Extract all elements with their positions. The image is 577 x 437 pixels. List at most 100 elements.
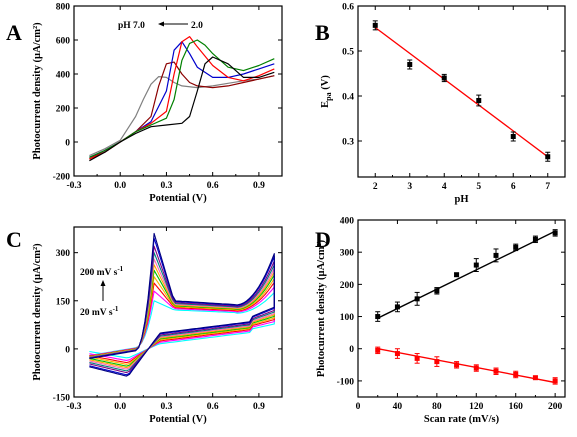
y-tick-label: 0.6 — [342, 3, 354, 13]
x-tick-label: 6 — [511, 182, 516, 192]
annotation-top: 200 mV s-1 — [80, 265, 124, 278]
annotation-bottom: 20 mV s-1 — [80, 305, 119, 318]
series-line-2 — [89, 41, 275, 158]
data-point — [493, 368, 499, 374]
x-tick-label: -0.3 — [66, 181, 81, 191]
y-axis-label: Photocurrent density (µA/cm²) — [32, 22, 43, 160]
data-point — [434, 359, 440, 365]
y-axis-label: Epa (V) — [320, 75, 333, 108]
x-tick-label: 40 — [393, 402, 403, 412]
y-tick-label: 0.3 — [342, 138, 354, 148]
x-tick-label: -0.3 — [66, 402, 81, 412]
y-tick-label: 150 — [56, 297, 71, 307]
data-point — [414, 296, 420, 302]
data-point — [372, 22, 378, 28]
x-tick-label: 0.6 — [207, 181, 219, 191]
data-point — [476, 98, 482, 103]
x-axis-label: Potential (V) — [149, 414, 207, 425]
y-tick-label: 300 — [340, 249, 355, 259]
data-point — [434, 288, 440, 294]
y-tick-label: -200 — [53, 173, 71, 183]
data-point — [375, 347, 381, 353]
fit-line — [374, 27, 549, 158]
fit-line-0 — [377, 230, 556, 319]
scan-curve-10 — [89, 232, 275, 377]
data-point — [414, 355, 420, 361]
annotation-arrow-head — [158, 21, 164, 27]
annotation-arrow-head — [100, 280, 106, 286]
data-point — [493, 252, 499, 258]
x-tick-label: 0.3 — [161, 181, 173, 191]
x-tick-label: 0 — [356, 402, 361, 412]
data-point — [510, 134, 516, 139]
panel-letter-d: D — [315, 227, 331, 252]
y-tick-label: 0.4 — [342, 93, 354, 103]
data-point — [473, 365, 479, 371]
y-tick-label: 100 — [340, 313, 355, 323]
x-tick-label: 0.9 — [253, 402, 265, 412]
x-tick-label: 200 — [548, 402, 563, 412]
series-line-3 — [89, 35, 275, 160]
y-tick-label: -150 — [53, 394, 71, 404]
y-tick-label: 400 — [56, 71, 71, 81]
x-axis-label: Potential (V) — [149, 193, 207, 204]
x-tick-label: 80 — [432, 402, 442, 412]
x-tick-label: 5 — [476, 182, 481, 192]
data-point — [375, 314, 381, 320]
annotation-ph-right: 2.0 — [191, 21, 203, 31]
fit-line-1 — [377, 348, 556, 384]
x-axis-label: pH — [454, 194, 468, 205]
data-point — [454, 272, 460, 278]
data-point — [552, 378, 558, 384]
data-point — [407, 62, 413, 67]
y-tick-label: 400 — [340, 217, 355, 227]
x-tick-label: 0.3 — [161, 402, 173, 412]
x-tick-label: 0.0 — [114, 402, 126, 412]
y-tick-label: 0 — [349, 345, 354, 355]
panel-letter-c: C — [6, 227, 22, 252]
y-tick-label: 0.5 — [342, 48, 354, 58]
y-tick-label: -100 — [337, 377, 355, 387]
x-axis-label: Scan rate (mV/s) — [424, 414, 500, 425]
data-point — [513, 371, 519, 377]
plot-frame — [357, 219, 566, 398]
data-point — [545, 154, 551, 160]
scan-curve-4 — [89, 269, 275, 367]
x-tick-label: 7 — [545, 182, 550, 192]
series-line-0 — [89, 75, 275, 157]
data-point — [454, 362, 460, 368]
annotation-ph-left: pH 7.0 — [118, 21, 145, 31]
panel-letter-b: B — [315, 20, 330, 45]
x-tick-label: 4 — [442, 182, 447, 192]
y-tick-label: 200 — [56, 105, 71, 115]
panel-d: 0 40 80 120 160 200 -100 0 100 200 300 400 Scan rate… — [316, 217, 566, 425]
series-line-4 — [89, 39, 275, 158]
data-point — [473, 262, 479, 268]
x-tick-label: 160 — [509, 402, 524, 412]
data-point — [532, 236, 538, 242]
y-tick-label: 800 — [56, 3, 71, 13]
y-tick-label: 600 — [56, 37, 71, 47]
y-tick-label: 300 — [56, 249, 71, 259]
plot-frame — [73, 5, 283, 177]
x-tick-label: 0.9 — [253, 181, 265, 191]
data-point — [513, 244, 519, 250]
data-point — [441, 75, 447, 81]
plot-frame — [73, 226, 283, 398]
panel-letter-a: A — [6, 20, 22, 45]
y-axis-label: Photocurrent density (µA/cm²) — [316, 239, 327, 377]
x-tick-label: 3 — [407, 182, 412, 192]
panel-a: -0.3 0.0 0.3 0.6 0.9 -200 0 200 400 600 800 Potenti… — [32, 3, 283, 204]
x-tick-label: 120 — [469, 402, 484, 412]
x-tick-label: 0.0 — [114, 181, 126, 191]
data-point — [552, 230, 558, 236]
data-point — [394, 351, 400, 357]
data-point — [394, 304, 400, 310]
panel-b: 2 3 4 5 6 7 0.3 0.4 0.5 0.6 pH Epa (V) — [320, 3, 566, 205]
panel-letters: A B C D — [6, 20, 331, 252]
x-tick-label: 0.6 — [207, 402, 219, 412]
y-tick-label: 0 — [65, 139, 70, 149]
data-point — [532, 375, 538, 381]
x-tick-label: 2 — [373, 182, 378, 192]
